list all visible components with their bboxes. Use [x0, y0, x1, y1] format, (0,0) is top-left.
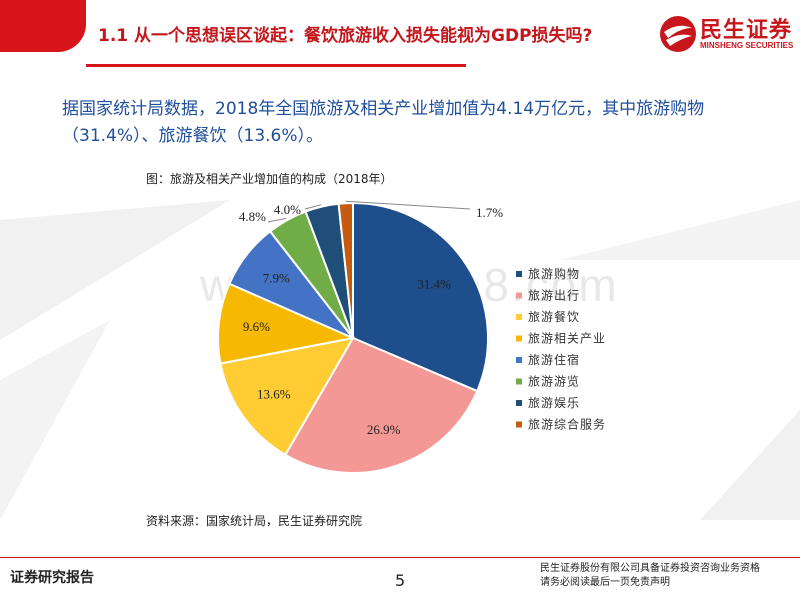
pie-label-5: 7.9% — [263, 270, 290, 285]
footer-disclaimer-line1: 民生证券股份有限公司具备证券投资咨询业务资格 — [540, 563, 760, 574]
pie-slice-1 — [352, 201, 489, 393]
legend-label-3: 旅游餐饮 — [528, 309, 580, 324]
page-title: 1.1 从一个思想误区谈起：餐饮旅游收入损失能视为GDP损失吗? — [98, 26, 593, 46]
legend-swatch-4 — [516, 335, 522, 342]
legend-label-5: 旅游住宿 — [528, 352, 580, 367]
footer-disclaimer-line2: 请务必阅读最后一页免责声明 — [540, 577, 670, 588]
pie-leader-line-6 — [267, 217, 287, 223]
legend-swatch-7 — [516, 400, 522, 406]
brand-name-en: MINSHENG SECURITIES — [700, 41, 794, 50]
pie-label-3: 13.6% — [257, 386, 291, 401]
legend-swatch-8 — [516, 421, 522, 428]
page-number: 5 — [395, 571, 406, 590]
header-underline — [86, 64, 466, 67]
pie-label-6: 4.8% — [239, 209, 266, 224]
legend-swatch-6 — [516, 378, 522, 385]
legend-label-8: 旅游综合服务 — [528, 417, 606, 432]
pie-leader-line-7 — [304, 204, 322, 210]
legend-label-7: 旅游娱乐 — [528, 396, 580, 410]
legend-label-2: 旅游出行 — [528, 289, 580, 303]
pie-data-labels: 31.4% 26.9% 13.6% 9.6% 7.9% 4.8% 4.0% 1.7% — [239, 202, 503, 437]
pie-label-2: 26.9% — [367, 422, 401, 437]
legend-swatch-5 — [516, 357, 522, 363]
legend-swatch-1 — [516, 271, 522, 277]
legend-swatch-3 — [516, 314, 522, 320]
legend-label-6: 旅游游览 — [528, 374, 580, 389]
pie-slice-2 — [283, 336, 479, 474]
footer-disclaimer: 民生证券股份有限公司具备证券投资咨询业务资格 请务必阅读最后一页免责声明 — [540, 562, 760, 590]
pie-leader-line-8 — [345, 200, 471, 210]
pie-slice-4 — [217, 282, 357, 365]
pie-label-1: 31.4% — [417, 276, 451, 291]
pie-slice-8 — [337, 201, 354, 339]
header-red-tab — [0, 0, 86, 52]
minsheng-logo-icon — [660, 16, 696, 52]
brand-logo: 民生证券 MINSHENG SECURITIES — [658, 10, 798, 60]
intro-paragraph: 据国家统计局数据，2018年全国旅游及相关产业增加值为4.14万亿元，其中旅游购… — [62, 99, 705, 146]
pie-label-4: 9.6% — [243, 319, 270, 334]
pie-label-8: 1.7% — [476, 205, 503, 220]
pie-label-7: 4.0% — [274, 202, 301, 217]
background-decoration — [0, 200, 800, 520]
footer-divider — [0, 557, 800, 558]
pie-leader-lines — [267, 200, 471, 223]
footer-report-type: 证券研究报告 — [10, 570, 94, 586]
pie-slices — [217, 201, 489, 474]
legend-label-1: 旅游购物 — [528, 266, 580, 281]
brand-name-cn: 民生证券 — [700, 18, 793, 43]
figure-source: 资料来源：国家统计局，民生证券研究院 — [146, 514, 363, 528]
legend-swatch-2 — [516, 292, 522, 299]
pie-slice-3 — [219, 336, 355, 457]
legend-label-4: 旅游相关产业 — [528, 332, 606, 346]
figure-title: 图：旅游及相关产业增加值的构成（2018年） — [146, 172, 393, 186]
